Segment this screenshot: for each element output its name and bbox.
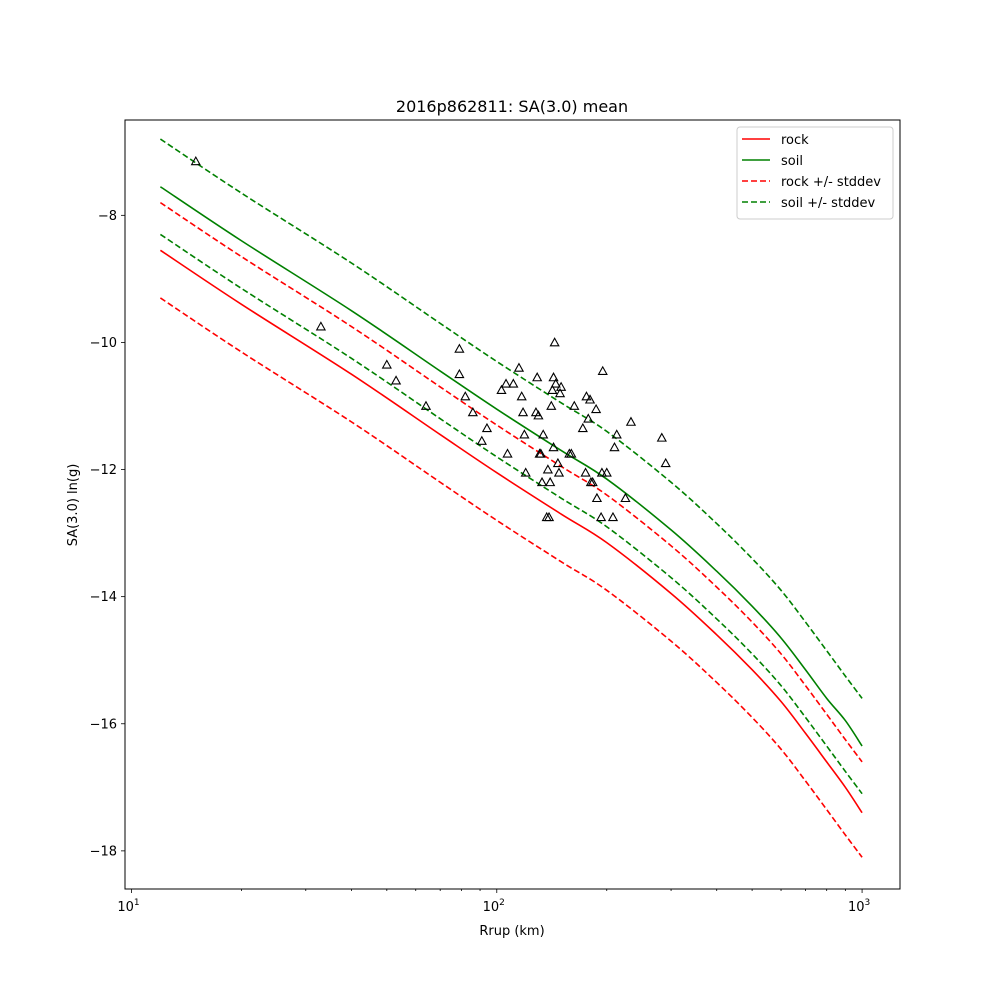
scatter-point <box>502 448 513 458</box>
scatter-point <box>513 362 525 372</box>
scatter-point <box>190 155 201 166</box>
scatter-point <box>545 476 556 487</box>
scatter-point <box>315 321 327 331</box>
series-lines <box>159 138 863 858</box>
scatter-point <box>596 467 608 477</box>
scatter-point <box>538 429 549 439</box>
scatter-point <box>549 337 560 347</box>
y-tick-label: −16 <box>90 717 117 732</box>
scatter-point <box>542 464 554 474</box>
scatter-point <box>625 416 637 426</box>
y-tick-label: −12 <box>90 463 117 478</box>
scatter-point <box>550 378 561 388</box>
scatter-point <box>597 365 608 375</box>
plot-area <box>159 138 863 858</box>
scatter-points <box>190 155 671 522</box>
series-line-1 <box>159 186 863 747</box>
y-tick-label: −14 <box>90 590 117 605</box>
scatter-point <box>552 457 564 468</box>
scatter-point <box>519 429 530 439</box>
scatter-point <box>500 378 512 388</box>
x-axis-label: Rrup (km) <box>479 924 544 939</box>
scatter-point <box>532 372 543 382</box>
x-tick-label: 102 <box>483 898 505 915</box>
scatter-point <box>601 467 612 477</box>
scatter-point <box>620 492 631 503</box>
scatter-point <box>584 394 596 404</box>
scatter-point <box>460 391 471 401</box>
scatter-point <box>476 435 487 445</box>
scatter-point <box>481 422 493 433</box>
scatter-point <box>390 375 402 385</box>
y-tick-label: −18 <box>90 844 117 859</box>
scatter-point <box>583 413 594 423</box>
scatter-point <box>580 467 591 477</box>
scatter-point <box>553 467 565 477</box>
series-line-0 <box>159 249 863 814</box>
series-line-4 <box>159 138 863 699</box>
x-axis: 101 102 103 <box>117 889 870 915</box>
legend-label: soil +/- stddev <box>781 196 876 211</box>
scatter-point <box>591 492 603 503</box>
scatter-point <box>520 467 531 477</box>
scatter-point <box>555 381 567 391</box>
scatter-point <box>548 372 559 382</box>
scatter-point <box>611 429 622 439</box>
series-line-5 <box>159 233 863 795</box>
y-axis: −8 −10 −12 −14 −16 −18 <box>90 209 125 859</box>
x-tick-label: 103 <box>848 898 870 915</box>
scatter-point <box>467 407 478 417</box>
legend-label: rock <box>781 133 809 148</box>
scatter-point <box>381 359 392 369</box>
scatter-point <box>587 476 598 487</box>
scatter-point <box>577 422 588 433</box>
y-axis-label: SA(3.0) ln(g) <box>66 464 81 547</box>
scatter-point <box>536 476 548 487</box>
scatter-point <box>607 511 619 522</box>
legend: rock soil rock +/- stddev soil +/- stddev <box>736 126 894 220</box>
scatter-point <box>547 384 558 395</box>
scatter-point <box>533 410 544 420</box>
scatter-point <box>554 387 566 398</box>
legend-box <box>736 126 894 220</box>
scatter-point <box>517 407 529 417</box>
scatter-point <box>508 378 519 388</box>
scatter-point <box>546 400 557 410</box>
scatter-point <box>609 441 620 452</box>
scatter-point <box>590 403 602 414</box>
scatter-point <box>454 368 465 379</box>
legend-label: rock +/- stddev <box>781 175 881 190</box>
scatter-point <box>535 448 546 458</box>
scatter-point <box>420 400 432 410</box>
scatter-point <box>516 391 527 401</box>
x-tick-label: 101 <box>117 898 139 915</box>
legend-label: soil <box>781 154 803 169</box>
series-line-3 <box>159 297 863 858</box>
scatter-point <box>656 432 667 442</box>
scatter-point <box>548 441 559 452</box>
scatter-point <box>543 511 555 522</box>
y-tick-label: −8 <box>98 209 117 224</box>
scatter-point <box>581 391 592 401</box>
series-line-2 <box>159 201 863 763</box>
scatter-point <box>566 448 577 458</box>
y-tick-label: −10 <box>90 336 117 351</box>
scatter-point <box>454 343 465 353</box>
scatter-point <box>660 457 671 468</box>
scatter-point <box>496 384 507 395</box>
scatter-point <box>595 511 607 522</box>
scatter-point <box>569 400 580 410</box>
plot-frame <box>124 119 901 890</box>
chart-title: 2016p862811: SA(3.0) mean <box>396 97 628 116</box>
